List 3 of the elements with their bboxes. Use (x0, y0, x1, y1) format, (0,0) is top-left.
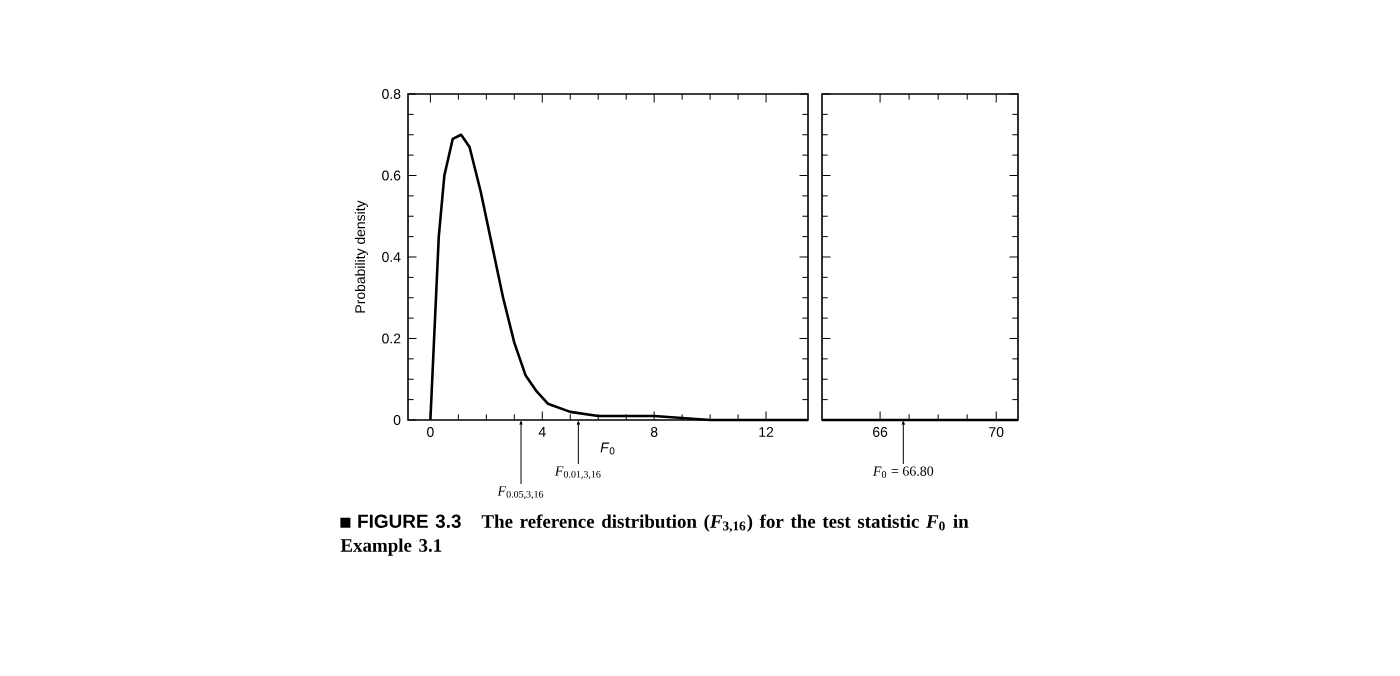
text: Example 3.1 (340, 538, 442, 556)
text: FIGURE 3.3 (358, 514, 461, 528)
text: The reference distribution (F$_{3,16}$) for the test statistic F$_{0}$ in (481, 514, 969, 533)
